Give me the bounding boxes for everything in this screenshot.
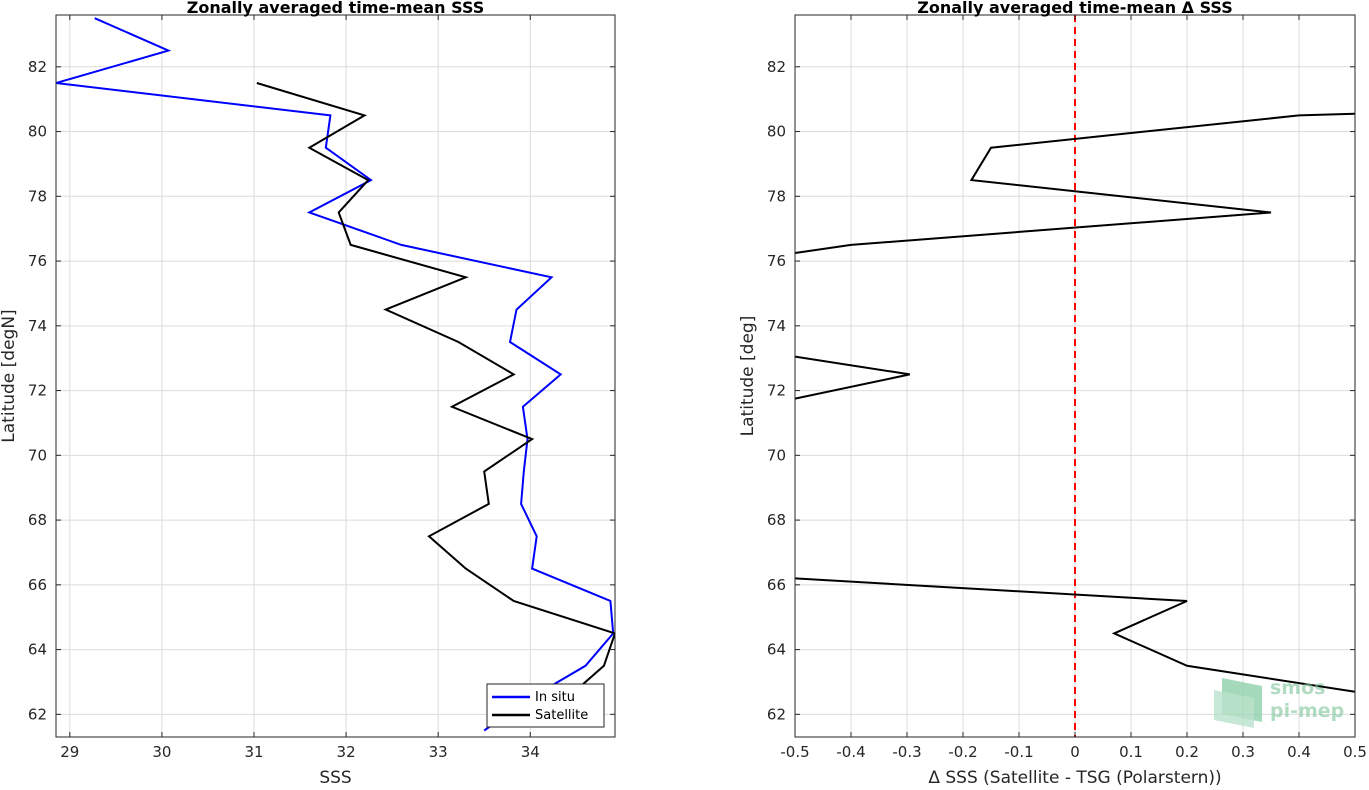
right-x-tick-label: -0.4 (836, 743, 865, 761)
left-x-tick-label: 32 (337, 743, 356, 761)
right-x-axis-label: Δ SSS (Satellite - TSG (Polarstern)) (928, 768, 1221, 788)
right-y-axis-label: Latitude [deg] (738, 316, 758, 437)
right-y-tick-label: 62 (767, 705, 786, 723)
left-x-tick-label: 29 (60, 743, 79, 761)
left-y-tick-label: 62 (28, 705, 47, 723)
right-series-line-series-0 (795, 112, 1355, 254)
left-y-tick-label: 72 (28, 382, 47, 400)
right-x-tick-label: -0.1 (1004, 743, 1033, 761)
right-x-tick-label: 0.2 (1175, 743, 1199, 761)
logo-cube-shadow-icon (1214, 690, 1254, 728)
right-x-tick-label: -0.5 (780, 743, 809, 761)
legend-label-satellite: Satellite (535, 708, 588, 723)
left-y-tick-label: 82 (28, 58, 47, 76)
right-x-tick-label: -0.2 (948, 743, 977, 761)
right-y-tick-label: 72 (767, 382, 786, 400)
left-series-group (56, 17, 615, 732)
left-x-tick-label: 31 (244, 743, 263, 761)
left-y-tick-label: 70 (28, 446, 47, 464)
left-y-tick-label: 76 (28, 252, 47, 270)
right-y-tick-label: 64 (767, 641, 786, 659)
left-x-tick-label: 33 (429, 743, 448, 761)
legend-label-in-situ: In situ (535, 690, 575, 705)
left-y-tick-label: 66 (28, 576, 47, 594)
logo-text-pi-mep: pi-mep (1270, 700, 1344, 722)
left-series-line-satellite (256, 82, 615, 725)
left-x-tick-label: 34 (521, 743, 540, 761)
left-y-axis-label: Latitude [degN] (0, 309, 19, 442)
left-chart-title: Zonally averaged time-mean SSS (187, 0, 485, 17)
left-y-tick-label: 80 (28, 123, 47, 141)
right-x-tick-label: 0.3 (1231, 743, 1255, 761)
legend: In situ Satellite (486, 683, 605, 728)
left-axes-frame (55, 14, 616, 738)
right-x-tick-label: 0 (1070, 743, 1080, 761)
right-y-tick-label: 78 (767, 187, 786, 205)
right-series-line-series-0 (795, 355, 911, 400)
right-chart-title: Zonally averaged time-mean Δ SSS (917, 0, 1233, 17)
right-y-tick-label: 76 (767, 252, 786, 270)
right-plot-panel: -0.5 -0.4 -0.3 -0.2 -0.1 0 0.1 0.2 0.3 0.4 0.5 62 64… (738, 0, 1367, 788)
right-x-tick-label: 0.4 (1287, 743, 1311, 761)
right-tick-labels: -0.5 -0.4 -0.3 -0.2 -0.1 0 0.1 0.2 0.3 0.4 0.5 62 64… (767, 15, 1367, 761)
left-x-tick-label: 30 (152, 743, 171, 761)
left-grid (56, 15, 615, 737)
left-plot-panel: 29 30 31 32 33 34 62 64 66 68 70 72 74 76 78 80 82 Zonal… (0, 0, 616, 788)
smos-pi-mep-logo: smos pi-mep (1214, 677, 1344, 728)
right-y-tick-label: 70 (767, 446, 786, 464)
left-x-axis-label: SSS (319, 768, 351, 788)
left-tick-labels: 29 30 31 32 33 34 62 64 66 68 70 72 74 76 78 80 82 (28, 15, 615, 761)
right-y-tick-label: 82 (767, 58, 786, 76)
legend-box (486, 683, 605, 728)
right-x-tick-label: 0.5 (1343, 743, 1367, 761)
left-y-tick-label: 78 (28, 187, 47, 205)
right-y-tick-label: 80 (767, 123, 786, 141)
right-series-line-series-0 (795, 577, 1355, 693)
logo-text-smos: smos (1270, 677, 1325, 699)
right-x-tick-label: -0.3 (892, 743, 921, 761)
right-series-group (795, 112, 1355, 693)
left-y-tick-label: 74 (28, 317, 47, 335)
left-y-tick-label: 64 (28, 641, 47, 659)
right-y-tick-label: 66 (767, 576, 786, 594)
right-y-tick-label: 74 (767, 317, 786, 335)
left-y-tick-label: 68 (28, 511, 47, 529)
right-x-tick-label: 0.1 (1119, 743, 1143, 761)
right-y-tick-label: 68 (767, 511, 786, 529)
